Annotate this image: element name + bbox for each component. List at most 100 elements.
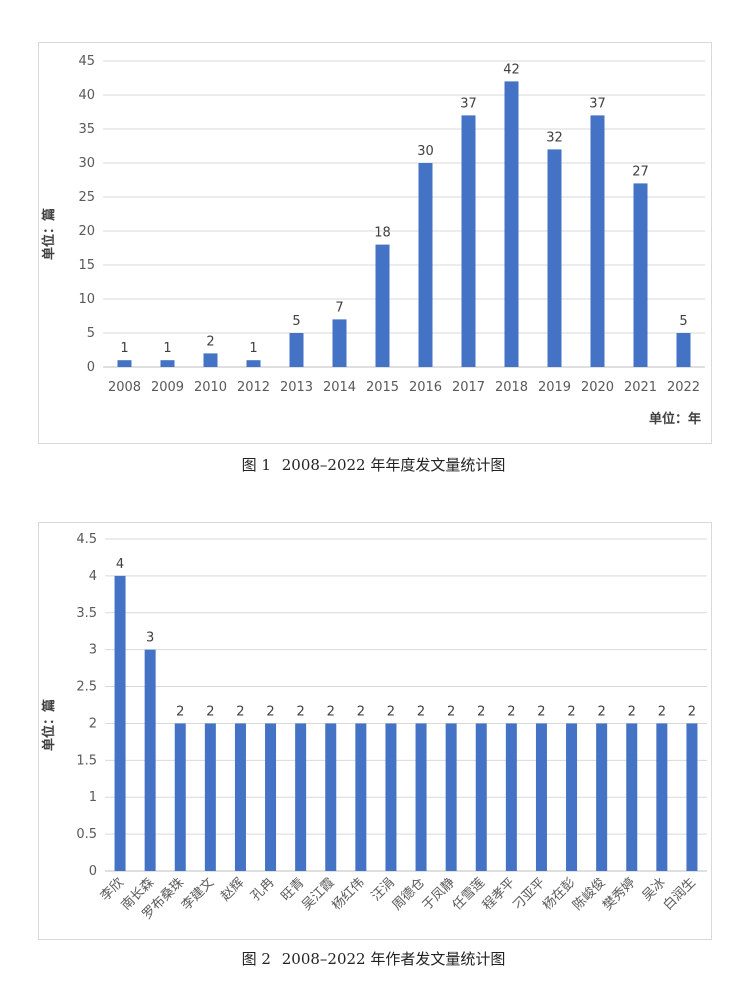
chart-2-bar [234, 723, 246, 871]
chart-2-bar [566, 723, 578, 871]
chart-2-x-tick-label: 周德仓 [390, 875, 428, 913]
chart-1-y-tick-label: 20 [78, 224, 95, 239]
chart-2-bar [505, 723, 517, 871]
chart-1-bar [504, 81, 519, 368]
chart-1-data-label: 18 [374, 226, 391, 241]
chart-1-frame: 0 5 10 15 20 25 30 35 40 45 1 2008 1 2009 2 2010 1 2012 5 2… [38, 42, 712, 444]
chart-1-data-label: 37 [589, 96, 606, 111]
chart-1-bar [246, 360, 261, 367]
chart-2-bar [626, 723, 638, 871]
chart-2-svg: 00.511.522.533.544.54李欣3南长森2罗布桑珠2李建文2赵辉2… [41, 532, 707, 923]
chart-2-x-tick-label: 于凤静 [420, 875, 458, 913]
chart-1-x-tick-label: 2013 [280, 380, 313, 395]
chart-2-bar [686, 723, 698, 871]
chart-1-y-tick-label: 0 [87, 360, 95, 375]
chart-2-caption-text: 2008–2022 年作者发文量统计图 [281, 950, 506, 968]
chart-1-x-tick-label: 2009 [151, 380, 184, 395]
chart-1-y-tick-label: 30 [78, 156, 95, 171]
chart-1-data-label: 1 [249, 341, 257, 356]
chart-2-data-label: 2 [447, 704, 455, 719]
chart-1-bar [203, 353, 218, 367]
chart-1-x-tick-label: 2016 [409, 380, 442, 395]
chart-1-data-label: 5 [292, 314, 300, 329]
chart-2-x-tick-label: 李建文 [179, 875, 217, 913]
chart-2-bar [295, 723, 307, 871]
chart-2-y-axis-title: 单位：篇 [41, 699, 57, 751]
chart-2-x-tick-label: 孔冉 [248, 875, 277, 904]
chart-2-bar [204, 723, 216, 871]
chart-1-bar [332, 319, 347, 367]
chart-2-data-label: 2 [417, 704, 425, 719]
chart-2-bar [656, 723, 668, 871]
chart-2-data-label: 2 [206, 704, 214, 719]
chart-1-caption-figure: 图 1 [241, 456, 271, 474]
chart-2-x-tick-label: 刁亚平 [510, 875, 548, 913]
chart-2-bar [325, 723, 337, 871]
chart-2-caption: 图 2 2008–2022 年作者发文量统计图 [0, 948, 747, 969]
chart-2-bar [174, 723, 186, 871]
chart-2-data-label: 2 [658, 704, 666, 719]
chart-1-data-label: 2 [206, 334, 214, 349]
chart-2-x-tick-label: 杨在彭 [540, 875, 578, 913]
chart-2-data-label: 2 [628, 704, 636, 719]
chart-2-data-label: 2 [537, 704, 545, 719]
chart-2-caption-figure: 图 2 [241, 950, 271, 968]
chart-2-data-label: 2 [387, 704, 395, 719]
chart-1-y-tick-label: 45 [78, 54, 95, 69]
chart-1-data-label: 27 [632, 164, 649, 179]
chart-2-bar [535, 723, 547, 871]
chart-2-data-label: 2 [567, 704, 575, 719]
chart-1-x-tick-label: 2008 [108, 380, 141, 395]
chart-1-x-tick-label: 2010 [194, 380, 227, 395]
chart-2-x-tick-label: 程孝平 [480, 875, 518, 913]
chart-1-y-tick-label: 15 [78, 258, 95, 273]
chart-2-y-tick-label: 3 [89, 643, 97, 658]
chart-2-data-label: 2 [598, 704, 606, 719]
chart-1-bar [461, 115, 476, 368]
chart-2-x-tick-label: 吴江霞 [299, 875, 337, 913]
chart-2-frame: 0 0.5 1 1.5 2 2.5 3 3.5 4 4.5 4 李欣 3 南长森 2 罗布桑珠 2 李建文 2 赵辉 2… [38, 522, 712, 940]
chart-1-caption: 图 1 2008–2022 年年度发文量统计图 [0, 454, 747, 475]
chart-2-x-tick-label: 赵辉 [218, 875, 247, 904]
chart-2-bar [475, 723, 487, 871]
chart-1-y-tick-label: 35 [78, 122, 95, 137]
chart-1-data-label: 30 [417, 144, 434, 159]
chart-1-data-label: 5 [679, 314, 687, 329]
chart-1-bar [117, 360, 132, 367]
chart-2-data-label: 3 [146, 631, 154, 646]
chart-2-x-tick-label: 陈峻俊 [570, 875, 609, 914]
chart-2-y-tick-label: 4 [89, 569, 97, 584]
chart-1-x-tick-label: 2020 [581, 380, 614, 395]
chart-1-x-tick-label: 2015 [366, 380, 399, 395]
chart-2-data-label: 2 [176, 704, 184, 719]
chart-1-x-tick-label: 2021 [624, 380, 657, 395]
chart-2-y-tick-label: 0.5 [76, 827, 97, 842]
chart-2-data-label: 2 [236, 704, 244, 719]
chart-1-data-label: 7 [335, 300, 343, 315]
chart-1-x-tick-label: 2017 [452, 380, 485, 395]
chart-2-bar [385, 723, 397, 871]
chart-1-bar [547, 149, 562, 367]
chart-1-x-tick-label: 2014 [323, 380, 356, 395]
chart-2-data-label: 2 [477, 704, 485, 719]
chart-2-bar [415, 723, 427, 871]
chart-1-y-tick-label: 5 [87, 326, 95, 341]
chart-2-y-tick-label: 2 [89, 716, 97, 731]
chart-1-data-label: 42 [503, 62, 520, 77]
chart-1-y-tick-label: 25 [78, 190, 95, 205]
chart-2-y-tick-label: 1.5 [76, 753, 97, 768]
chart-2-bar [596, 723, 608, 871]
chart-2-bar [114, 575, 126, 871]
chart-2-data-label: 2 [507, 704, 515, 719]
chart-2-y-tick-label: 1 [89, 790, 97, 805]
chart-2-bar [445, 723, 457, 871]
chart-1-caption-text: 2008–2022 年年度发文量统计图 [281, 456, 506, 474]
chart-2-data-label: 4 [116, 557, 124, 572]
chart-1-data-label: 1 [163, 341, 171, 356]
chart-1-y-axis-title: 单位：篇 [41, 208, 57, 260]
chart-2-y-tick-label: 4.5 [76, 532, 97, 547]
chart-1-bar [375, 244, 390, 367]
chart-2-bar [355, 723, 367, 871]
chart-2-y-tick-label: 0 [89, 864, 97, 879]
chart-2-y-tick-label: 2.5 [76, 680, 97, 695]
